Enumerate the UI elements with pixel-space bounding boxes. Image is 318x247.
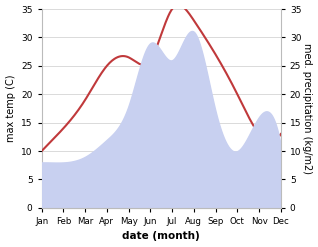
Y-axis label: med. precipitation (kg/m2): med. precipitation (kg/m2): [302, 43, 313, 174]
X-axis label: date (month): date (month): [122, 231, 200, 242]
Y-axis label: max temp (C): max temp (C): [5, 75, 16, 142]
